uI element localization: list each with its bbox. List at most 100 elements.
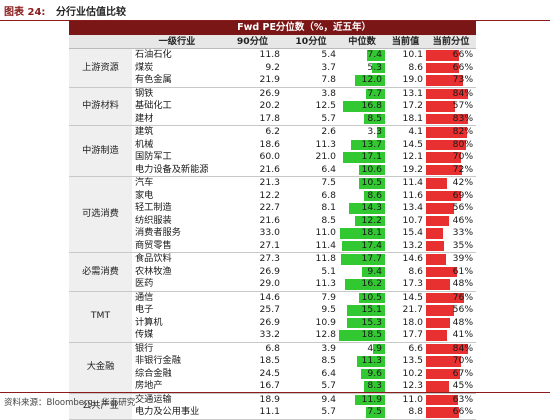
median-value: 18.5: [361, 329, 382, 340]
median-cell: 17.1: [339, 151, 385, 164]
table-row: 可选消费 汽车 21.3 7.5 10.5 11.4 42%: [69, 176, 476, 253]
median-cell: 4.9: [339, 342, 385, 355]
percentile-value: 70%: [452, 151, 474, 162]
median-cell: 15.3: [339, 317, 385, 330]
percentile-value: 56%: [452, 304, 474, 315]
col-header-p90: 90分位: [222, 35, 283, 49]
median-cell: 10.6: [339, 163, 385, 177]
percentile-cell: 41%: [426, 329, 477, 343]
table-row: 电力设备及新能源 21.6 6.4 10.6 19.2 72%: [69, 163, 477, 177]
percentile-cell: 46%: [426, 215, 476, 228]
group-label: 必需消费: [69, 252, 132, 292]
percentile-value: 63%: [452, 393, 474, 405]
percentile-value: 84%: [452, 342, 474, 354]
percentile-bar: [426, 101, 455, 112]
current-cell: 10.2: [402, 367, 423, 379]
median-cell: 3.3: [339, 126, 385, 139]
median-bar: [363, 190, 385, 201]
p10-cell: 12.8: [283, 329, 339, 343]
percentile-bar: [426, 75, 463, 86]
percentile-cell: 42%: [426, 177, 476, 190]
table-row: 非银行金融 18.5 8.5 11.3 13.5 70%: [69, 355, 476, 368]
percentile-bar: [426, 343, 469, 354]
p10-cell: 6.4: [321, 367, 336, 379]
p90-cell: 18.5: [259, 355, 280, 366]
median-value: 5.3: [367, 61, 382, 73]
current-cell: 17.2: [402, 100, 423, 111]
median-value: 10.5: [361, 177, 382, 188]
median-value: 7.5: [367, 406, 382, 417]
p90-cell: 18.9: [259, 393, 280, 405]
median-value: 11.3: [361, 355, 382, 366]
median-bar: [354, 215, 385, 226]
percentile-bar: [426, 190, 461, 201]
industry-cell: 非银行金融: [135, 355, 181, 366]
median-value: 11.9: [361, 393, 382, 405]
median-value: 3.3: [367, 126, 382, 137]
median-cell: 11.3: [339, 355, 385, 368]
p10-cell: 3.7: [321, 61, 336, 73]
percentile-value: 66%: [452, 406, 474, 417]
median-cell: 15.1: [339, 304, 385, 317]
industry-cell: 建材: [132, 112, 222, 126]
p90-cell: 27.3: [259, 253, 280, 264]
table-row: 传媒 33.2 12.8 18.5 17.7 41%: [69, 329, 477, 343]
table-row: 计算机 26.9 10.9 15.3 18.0 48%: [69, 317, 476, 330]
p10-cell: 3.8: [321, 87, 336, 99]
p90-cell: 29.0: [222, 278, 283, 292]
industry-cell: 商贸零售: [132, 239, 222, 253]
p90-cell: 33.0: [259, 227, 280, 238]
median-value: 15.3: [361, 316, 382, 328]
figure-title: 分行业估值比较: [56, 7, 126, 18]
percentile-cell: 66%: [426, 406, 477, 420]
median-value: 15.1: [361, 304, 382, 315]
p10-cell: 5.4: [321, 49, 336, 60]
percentile-cell: 73%: [426, 74, 477, 88]
median-bar: [365, 88, 385, 99]
p10-cell: 6.4: [283, 163, 339, 177]
p90-cell: 20.2: [259, 100, 280, 111]
percentile-cell: 70%: [426, 355, 476, 368]
industry-cell: 国防军工: [135, 151, 172, 162]
p90-cell: 26.9: [259, 265, 280, 277]
p90-cell: 18.6: [259, 138, 280, 150]
median-bar: [355, 75, 385, 86]
median-cell: 18.5: [339, 329, 385, 343]
percentile-value: 45%: [452, 380, 474, 391]
group-label: 大金融: [69, 342, 132, 394]
median-bar: [346, 317, 385, 328]
table-row: 有色金属 21.9 7.8 12.0 19.0 73%: [69, 74, 477, 88]
current-cell: 11.6: [402, 189, 423, 201]
median-bar: [355, 394, 385, 405]
table-row: 农林牧渔 26.9 5.1 9.4 8.6 61%: [69, 266, 476, 279]
median-value: 9.4: [367, 265, 382, 277]
table-row: 基础化工 20.2 12.5 16.8 17.2 57%: [69, 100, 476, 113]
industry-cell: 机械: [135, 138, 154, 150]
figure-header: 图表 24: 分行业估值比较: [0, 0, 550, 21]
median-cell: 10.5: [339, 291, 385, 304]
percentile-cell: 57%: [426, 100, 476, 113]
median-bar: [364, 381, 385, 392]
median-bar: [343, 101, 385, 112]
p90-cell: 27.1: [222, 239, 283, 253]
industry-cell: 医药: [132, 278, 222, 292]
percentile-cell: 83%: [426, 112, 477, 126]
p90-cell: 11.8: [259, 49, 280, 60]
current-cell: 6.6: [408, 342, 423, 354]
percentile-cell: 66%: [426, 49, 476, 62]
p10-cell: 11.0: [315, 227, 336, 238]
industry-cell: 通信: [135, 291, 154, 303]
p10-cell: 5.7: [283, 112, 339, 126]
median-bar: [341, 240, 385, 251]
median-cell: 14.3: [339, 202, 385, 215]
median-value: 12.0: [361, 74, 382, 85]
p10-cell: 7.5: [321, 177, 336, 188]
percentile-value: 46%: [452, 214, 474, 226]
current-cell: 8.6: [408, 265, 423, 277]
group-label: 上游资源: [69, 48, 132, 88]
percentile-cell: 72%: [426, 163, 477, 177]
industry-cell: 电子: [135, 304, 154, 315]
current-cell: 14.5: [402, 138, 423, 150]
median-bar: [366, 407, 385, 418]
median-value: 13.7: [361, 138, 382, 150]
